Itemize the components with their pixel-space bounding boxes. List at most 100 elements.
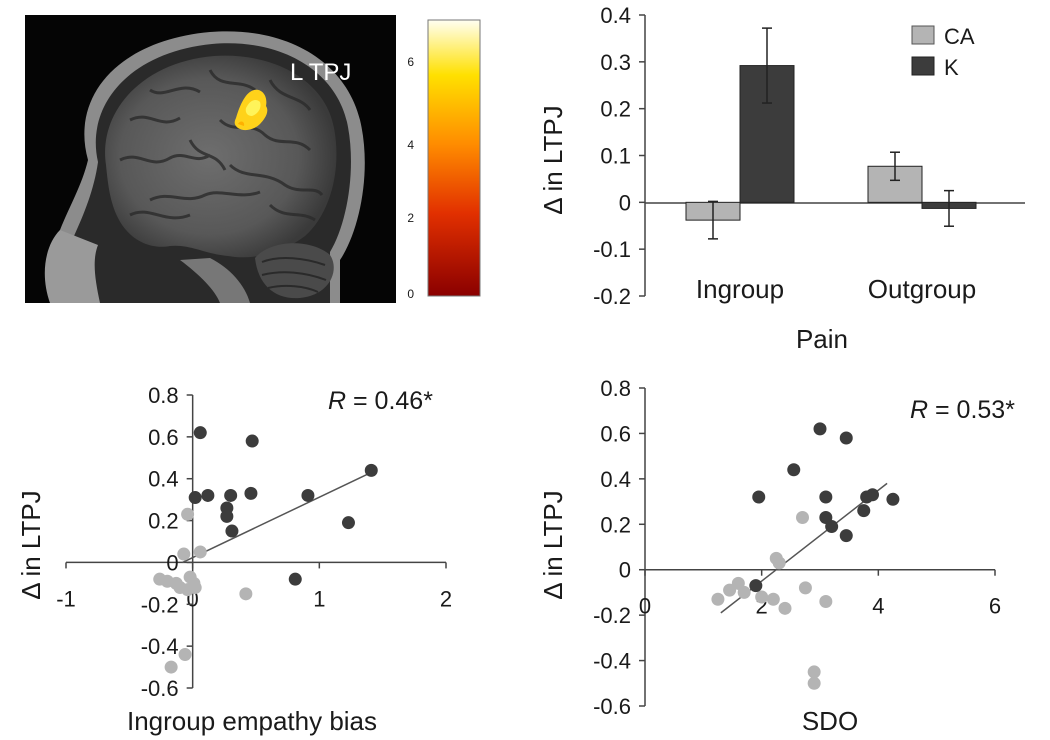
point-ca: [796, 510, 809, 524]
point-ca: [778, 601, 792, 615]
point-k: [813, 422, 827, 436]
legend-label-k: K: [944, 55, 959, 80]
point-k: [188, 491, 202, 505]
x-tick-label: 0: [639, 594, 651, 619]
bar-chart: -0.2 -0.1 0 0.1 0.2 0.3 0.4 Ingroup Outgroup P…: [538, 3, 1025, 354]
point-k: [752, 490, 766, 504]
x-tick-label: 4: [872, 594, 884, 619]
point-ca: [772, 556, 786, 570]
colorbar-tick-0: 0: [407, 287, 414, 301]
bar-ytick-label: -0.2: [593, 284, 631, 309]
point-ca: [181, 507, 195, 521]
legend-label-ca: CA: [944, 24, 975, 49]
x-tick-label: -1: [56, 586, 76, 611]
point-k: [201, 488, 215, 502]
y-tick-label: 0.6: [148, 425, 179, 450]
point-k: [886, 492, 900, 506]
y-tick-label: 0.2: [600, 512, 631, 537]
colorbar-tick-4: 4: [407, 138, 414, 152]
point-ca: [188, 581, 202, 595]
brain-mri-image: [25, 15, 396, 303]
y-tick-label: 0.4: [148, 467, 179, 492]
legend-swatch-k: [911, 56, 935, 76]
bar-ytick-label: 0.3: [600, 50, 631, 75]
point-ca: [239, 587, 253, 601]
bar-ytick-label: -0.1: [593, 237, 631, 262]
point-k: [301, 488, 315, 502]
scatter2-y-label: Δ in LTPJ: [538, 490, 568, 599]
point-ca: [766, 592, 780, 606]
bar-y-label: Δ in LTPJ: [538, 105, 568, 214]
point-k: [839, 431, 853, 445]
point-k: [220, 509, 234, 523]
y-tick-label: 0.4: [600, 467, 631, 492]
x-tick-label: 1: [313, 586, 325, 611]
x-tick-label: 6: [989, 594, 1001, 619]
y-tick-label: -0.2: [141, 592, 179, 617]
point-ca: [164, 660, 178, 674]
scatter2-r-symbol: R: [910, 396, 928, 424]
bar-ytick-label: 0.2: [600, 97, 631, 122]
y-tick-label: -0.6: [593, 694, 631, 719]
regression-line: [182, 471, 372, 564]
scatter1-r-value: = 0.46*: [346, 387, 433, 415]
point-ca: [798, 581, 812, 595]
point-ca: [177, 547, 191, 561]
bar-ytick-label: 0.4: [600, 3, 631, 28]
legend-swatch-ca: [911, 25, 935, 45]
y-tick-label: 0.6: [600, 421, 631, 446]
bar-x-label: Pain: [796, 324, 848, 354]
point-k: [819, 490, 833, 504]
scatter-sdo: R = 0.53* SDO Δ in LTPJ 0 2 4 6-0.6-0.4-0.2…: [538, 376, 1015, 736]
y-tick-label: 0.8: [600, 376, 631, 401]
y-tick-label: -0.2: [593, 603, 631, 628]
scatter1-y-label: Δ in LTPJ: [16, 490, 46, 599]
bar-ytick-label: 0.1: [600, 144, 631, 169]
point-k: [787, 463, 801, 477]
x-tick-label: 2: [440, 586, 452, 611]
y-tick-label: 0.8: [148, 383, 179, 408]
point-ca: [193, 545, 207, 559]
point-ca: [755, 590, 769, 604]
brain-region-label: L TPJ: [290, 59, 351, 86]
y-tick-label: -0.4: [141, 634, 179, 659]
scatter1-annotation: R = 0.46*: [328, 387, 433, 415]
bar-ytick-label: 0: [619, 190, 631, 215]
point-ca: [178, 648, 192, 662]
point-k: [245, 434, 259, 448]
bar-category-outgroup: Outgroup: [868, 274, 976, 304]
point-ca: [807, 676, 821, 690]
point-k: [839, 529, 853, 543]
scatter1-x-label: Ingroup empathy bias: [127, 706, 377, 736]
point-k: [860, 490, 874, 504]
point-k: [825, 520, 839, 534]
scatter2-r-value: = 0.53*: [928, 396, 1015, 424]
point-ca: [807, 665, 821, 679]
y-tick-label: 0: [619, 558, 631, 583]
point-k: [244, 486, 258, 500]
y-tick-label: -0.6: [141, 676, 179, 701]
y-tick-label: -0.4: [593, 649, 631, 674]
y-tick-label: 0: [166, 550, 178, 575]
point-ca: [737, 585, 751, 599]
scatter2-annotation: R = 0.53*: [910, 396, 1015, 424]
point-k: [224, 488, 238, 502]
scatter-empathy: R = 0.46* Ingroup empathy bias Δ in LTPJ…: [16, 383, 452, 736]
point-k: [857, 504, 871, 518]
point-ca: [711, 592, 725, 606]
point-k: [193, 426, 207, 440]
bar-category-ingroup: Ingroup: [696, 274, 784, 304]
colorbar: [427, 19, 481, 297]
point-k: [288, 572, 302, 586]
point-k: [749, 579, 763, 593]
point-ca: [819, 595, 833, 609]
point-ca: [723, 583, 737, 597]
y-tick-label: 0.2: [148, 509, 179, 534]
point-k: [364, 463, 378, 477]
colorbar-tick-6: 6: [407, 55, 414, 69]
colorbar-tick-2: 2: [407, 211, 414, 225]
point-k: [225, 524, 239, 538]
point-k: [341, 516, 355, 530]
scatter1-r-symbol: R: [328, 387, 346, 415]
